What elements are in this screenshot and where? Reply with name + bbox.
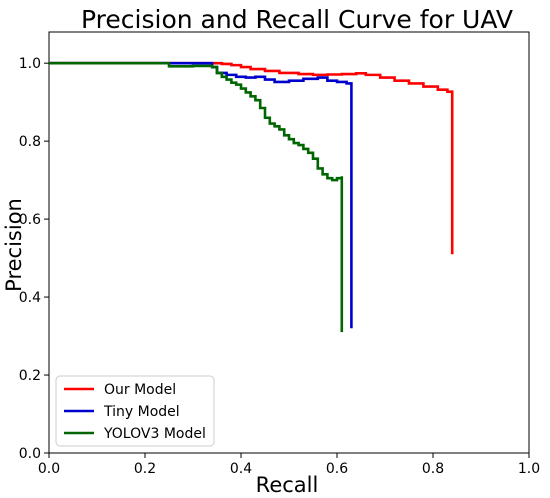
y-tick-label: 0.4 — [19, 290, 41, 306]
x-tick-label: 0.4 — [230, 461, 252, 477]
series-line-1 — [49, 61, 454, 255]
chart-title: Precision and Recall Curve for UAV — [81, 5, 513, 34]
legend-label-1: Our Model — [104, 382, 176, 398]
x-tick-label: 0.6 — [326, 461, 348, 477]
series-line-3 — [49, 61, 344, 333]
y-tick-label: 0.2 — [19, 368, 41, 384]
y-axis-label: Precision — [2, 198, 26, 292]
legend-label-3: YOLOV3 Model — [103, 426, 206, 442]
legend: Our Model Tiny Model YOLOV3 Model — [55, 375, 215, 447]
axis-ticks: 0.0 0.2 0.4 0.6 0.8 1.0 0.0 0.2 0.4 0.6 0.8 1.0 — [19, 56, 540, 477]
y-tick-label: 0.6 — [19, 212, 41, 228]
plot-area — [48, 31, 530, 454]
x-tick-label: 0.2 — [134, 461, 156, 477]
x-tick-label: 0.8 — [422, 461, 444, 477]
legend-label-2: Tiny Model — [103, 404, 180, 420]
series-line-2 — [49, 61, 353, 329]
y-tick-label: 1.0 — [19, 56, 41, 72]
y-tick-label: 0.8 — [19, 134, 41, 150]
x-axis-label: Recall — [256, 473, 319, 497]
x-tick-label: 0.0 — [38, 461, 60, 477]
legend-box — [55, 375, 215, 447]
plot-frame — [48, 31, 530, 454]
y-tick-label: 0.0 — [19, 446, 41, 462]
x-tick-label: 1.0 — [518, 461, 540, 477]
